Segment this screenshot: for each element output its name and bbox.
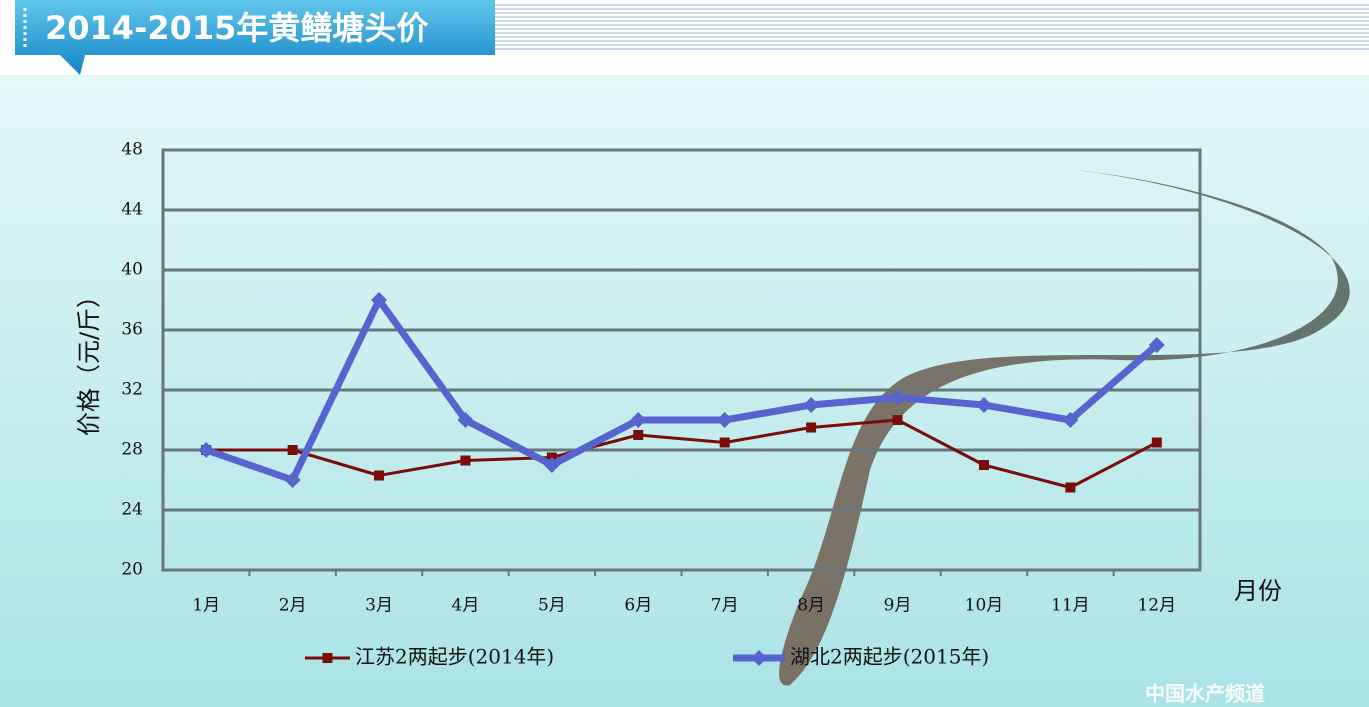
chart-title: 2014-2015年黄鳝塘头价 <box>45 9 428 47</box>
marker <box>630 412 647 428</box>
marker <box>803 397 820 413</box>
marker <box>633 430 644 440</box>
marker <box>287 445 298 455</box>
marker <box>978 460 989 470</box>
marker <box>892 415 903 425</box>
y-tick-label: 20 <box>121 560 143 580</box>
marker <box>806 422 817 433</box>
y-tick-label: 32 <box>121 380 143 400</box>
marker <box>543 457 560 473</box>
marker <box>198 442 215 458</box>
watermark: 中国水产频道 <box>1145 682 1265 706</box>
x-axis-label: 月份 <box>1234 577 1282 605</box>
marker <box>716 412 733 428</box>
marker <box>457 412 474 428</box>
marker <box>719 437 730 448</box>
series-line <box>206 418 1158 489</box>
x-tick-label: 12月 <box>1137 596 1176 616</box>
legend-marker <box>322 653 333 663</box>
x-tick-label: 11月 <box>1051 596 1090 616</box>
y-tick-label: 40 <box>121 260 143 280</box>
marker <box>975 397 992 413</box>
legend-label: 湖北2两起步(2015年) <box>790 645 989 669</box>
x-tick-label: 6月 <box>624 596 652 616</box>
marker <box>460 455 471 466</box>
x-tick-label: 9月 <box>884 596 912 616</box>
x-tick-label: 8月 <box>797 596 825 616</box>
marker <box>284 472 301 488</box>
x-tick-label: 5月 <box>538 596 566 616</box>
series-line <box>205 296 1160 484</box>
y-axis-label: 价格（元/斤） <box>75 284 103 436</box>
y-tick-label: 28 <box>121 440 143 460</box>
marker <box>374 470 385 481</box>
marker <box>1148 337 1165 353</box>
header-stripes <box>495 4 1369 50</box>
y-tick-label: 48 <box>121 140 143 160</box>
x-tick-label: 2月 <box>279 596 307 616</box>
marker <box>1065 482 1076 493</box>
x-tick-label: 7月 <box>711 596 739 616</box>
header-box <box>15 0 495 75</box>
x-tick-label: 4月 <box>452 596 480 616</box>
marker <box>1062 412 1079 428</box>
y-tick-label: 24 <box>121 500 143 520</box>
x-tick-label: 10月 <box>965 596 1004 616</box>
marker <box>371 292 388 308</box>
x-tick-label: 1月 <box>192 596 220 616</box>
y-tick-label: 44 <box>121 200 143 220</box>
y-tick-label: 36 <box>121 320 143 340</box>
legend-marker <box>751 650 767 666</box>
marker <box>1151 437 1162 448</box>
marker <box>889 389 906 406</box>
x-tick-label: 3月 <box>365 596 393 616</box>
legend-label: 江苏2两起步(2014年) <box>355 645 554 669</box>
